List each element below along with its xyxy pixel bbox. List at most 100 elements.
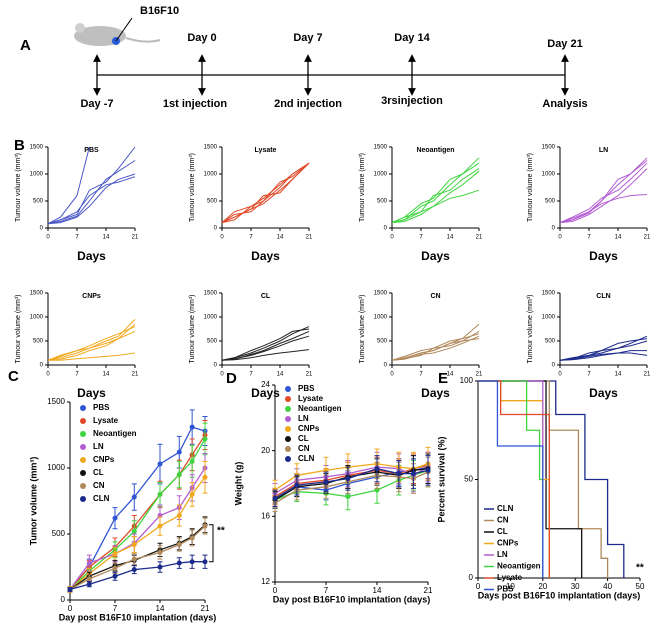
legend-swatch: [285, 446, 291, 452]
x-tick-label: 0: [476, 582, 481, 591]
x-tick-label: 21: [306, 235, 313, 241]
y-tick-label: 1000: [204, 172, 218, 178]
point: [157, 461, 163, 467]
x-tick-label: 14: [277, 372, 284, 378]
x-axis-label: Days: [77, 386, 106, 400]
panel-letter: B: [14, 137, 25, 154]
y-tick-label: 0: [552, 226, 556, 232]
series-line: [274, 464, 429, 498]
series-line: [221, 330, 310, 361]
x-tick-label: 7: [75, 372, 79, 378]
bracket: [209, 524, 214, 563]
y-axis-label: Weight (g): [233, 462, 243, 506]
point: [189, 559, 195, 565]
y-tick-label: 1500: [374, 291, 388, 297]
chart-title: LN: [599, 147, 608, 154]
point: [189, 424, 195, 430]
point: [131, 494, 137, 500]
series-line: [47, 160, 136, 225]
y-axis-label: Tumour volume (mm³): [15, 295, 22, 364]
chart-title: CNPs: [82, 293, 101, 300]
survival-line: [478, 380, 544, 578]
legend-label: CNPs: [298, 424, 320, 433]
series-line: [559, 340, 648, 361]
point: [157, 491, 163, 497]
point: [131, 556, 137, 562]
point: [425, 467, 431, 473]
x-tick-label: 7: [249, 372, 253, 378]
y-tick-label: 16: [261, 511, 270, 520]
series-line: [47, 176, 136, 225]
x-tick-label: 0: [390, 235, 394, 241]
legend-label: LN: [93, 442, 104, 451]
series-line: [559, 352, 648, 361]
legend-label: PBS: [93, 403, 110, 412]
y-tick-label: 1500: [204, 291, 218, 297]
x-axis-label: Days: [589, 249, 618, 263]
legend-label: CN: [497, 516, 509, 525]
x-tick-label: 14: [156, 604, 165, 613]
y-tick-label: 20: [261, 446, 270, 455]
legend-label: CL: [93, 468, 104, 477]
x-tick-label: 7: [249, 235, 253, 241]
point: [410, 471, 416, 477]
series-line: [47, 326, 136, 361]
mouse-icon: [74, 17, 161, 46]
series-line: [274, 468, 429, 501]
y-axis-label: Tumour volume (mm³): [359, 153, 366, 222]
chart-title: Neoantigen: [416, 147, 454, 154]
point: [189, 535, 195, 541]
x-tick-label: 7: [324, 586, 329, 595]
y-tick-label: 1000: [374, 315, 388, 321]
y-axis-label: Tumor volume (mm³): [28, 457, 38, 546]
series-line: [221, 162, 310, 223]
series-line: [559, 157, 648, 224]
point: [86, 581, 92, 587]
y-tick-label: 0: [384, 363, 388, 369]
annotation: **: [636, 563, 644, 574]
y-tick-label: 1000: [30, 315, 44, 321]
legend-label: PBS: [298, 384, 315, 393]
y-tick-label: 500: [545, 339, 556, 345]
x-tick-label: 0: [558, 235, 562, 241]
x-axis-label: Days: [589, 386, 618, 400]
y-tick-label: 0: [61, 595, 66, 604]
legend-label: CN: [298, 444, 310, 453]
series-line: [391, 338, 480, 361]
x-tick-label: 14: [447, 235, 454, 241]
legend-swatch: [285, 456, 291, 462]
series-line: [391, 333, 480, 361]
point: [176, 542, 182, 548]
y-tick-label: 0: [214, 226, 218, 232]
x-axis-label: Day post B16F10 implantation (days): [59, 612, 217, 622]
x-tick-label: 14: [103, 235, 110, 241]
legend-label: LN: [298, 414, 309, 423]
x-tick-label: 14: [615, 235, 622, 241]
x-axis-label: Days post B16F10 implantation (days): [478, 590, 641, 600]
y-tick-label: 1500: [30, 291, 44, 297]
legend-label: CNPs: [93, 455, 115, 464]
series-line: [559, 162, 648, 224]
y-axis-label: Percent survival (%): [436, 436, 446, 522]
timeline-label: 1st injection: [163, 98, 227, 110]
legend-label: Neoantigen: [93, 429, 137, 438]
legend-swatch: [285, 436, 291, 442]
y-axis-label: Tumour volume (mm³): [527, 153, 534, 222]
x-axis-label: Days: [251, 249, 280, 263]
series-line: [47, 146, 90, 225]
timeline-label: Analysis: [542, 98, 587, 110]
point: [157, 523, 163, 529]
legend-label: PBS: [497, 585, 514, 594]
series-line: [559, 168, 648, 224]
legend-swatch: [80, 431, 86, 437]
timeline-label: Day -7: [80, 98, 113, 110]
x-axis-label: Days: [77, 249, 106, 263]
x-tick-label: 21: [132, 235, 139, 241]
point: [202, 436, 208, 442]
point: [67, 586, 73, 592]
legend-label: Neoantigen: [497, 562, 541, 571]
y-tick-label: 1500: [47, 397, 65, 406]
x-tick-label: 21: [132, 372, 139, 378]
legend-swatch: [285, 386, 291, 392]
timeline-label: 3rsinjection: [381, 95, 443, 107]
